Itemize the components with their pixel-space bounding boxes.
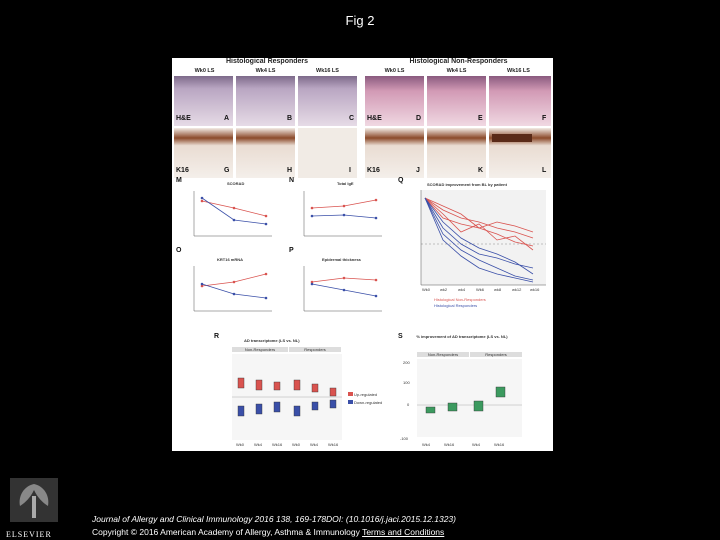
terms-link[interactable]: Terms and Conditions bbox=[362, 527, 445, 537]
k16-row bbox=[174, 128, 551, 178]
r-legend-item: Down-regulated bbox=[354, 400, 383, 405]
r-legend-item: Up-regulated bbox=[354, 392, 378, 397]
panel-letter-p: P bbox=[289, 247, 294, 254]
panel-letter-n: N bbox=[289, 177, 295, 184]
chart-m bbox=[193, 191, 272, 237]
tile-header: Wk16 LS bbox=[316, 68, 339, 74]
s-tick: Wk4 bbox=[422, 442, 430, 447]
r-tick: Wk0 bbox=[236, 442, 244, 447]
panel-letter: F bbox=[542, 115, 547, 122]
s-y-tick: 0 bbox=[407, 402, 410, 407]
row-label: K16 bbox=[367, 167, 380, 174]
chart-p bbox=[303, 266, 382, 312]
q-legend-item: Histological Non-Responders bbox=[434, 297, 486, 302]
s-tick: Wk16 bbox=[444, 442, 455, 447]
s-header: Responders bbox=[470, 352, 522, 357]
chart-r bbox=[232, 354, 353, 440]
histology-images bbox=[174, 76, 551, 178]
panel-letter: D bbox=[416, 115, 422, 122]
tile-header: Wk16 LS bbox=[507, 68, 530, 74]
chart-q bbox=[420, 190, 546, 286]
panel-letter: E bbox=[478, 115, 483, 122]
q-tick: wk16 bbox=[530, 287, 540, 292]
row-label: H&E bbox=[176, 115, 191, 122]
he-row bbox=[174, 76, 551, 126]
group-header-responders: Histological Responders bbox=[225, 58, 309, 65]
r-tick: Wk16 bbox=[272, 442, 283, 447]
s-y-tick: -100 bbox=[400, 436, 409, 441]
chart-n bbox=[303, 191, 382, 237]
r-tick: Wk16 bbox=[328, 442, 339, 447]
panel-letter: K bbox=[478, 167, 484, 174]
panel-title-s: % improvement of AD transcriptome (LS vs… bbox=[416, 334, 508, 339]
row-label: H&E bbox=[367, 115, 382, 122]
panel-title-p: Epidermal thickness bbox=[322, 257, 361, 262]
r-header: Non-Responders bbox=[232, 347, 288, 352]
q-legend-item: Histological Responders bbox=[434, 303, 478, 308]
panel-title-n: Total IgE bbox=[337, 181, 354, 186]
s-header: Non-Responders bbox=[417, 352, 469, 357]
row-label: K16 bbox=[176, 167, 189, 174]
s-y-tick: 100 bbox=[403, 380, 410, 385]
chart-s bbox=[417, 359, 522, 437]
q-tick: Wk6 bbox=[476, 287, 484, 292]
tile-header: Wk0 LS bbox=[384, 68, 405, 74]
panel-letter: B bbox=[287, 115, 293, 122]
panel-title-q: SCORAD improvement from BL by patient bbox=[427, 182, 507, 187]
panel-title-r: AD transcriptome (LS vs. NL) bbox=[244, 338, 300, 343]
panel-letter: J bbox=[416, 167, 420, 174]
line-charts-mnop bbox=[193, 191, 382, 312]
q-tick: Wk0 bbox=[422, 287, 430, 292]
s-tick: Wk16 bbox=[494, 442, 505, 447]
panel-letter-q: Q bbox=[398, 177, 404, 184]
citation: Journal of Allergy and Clinical Immunolo… bbox=[92, 514, 456, 524]
group-header-non-responders: Histological Non-Responders bbox=[409, 58, 508, 65]
r-header: Responders bbox=[289, 347, 341, 352]
panel-letter: A bbox=[224, 115, 230, 122]
panel-letter: G bbox=[224, 167, 230, 174]
q-tick: wk4 bbox=[458, 287, 466, 292]
panel-letter: C bbox=[349, 115, 355, 122]
q-tick: wk12 bbox=[512, 287, 522, 292]
r-tick: Wk0 bbox=[292, 442, 300, 447]
r-tick: Wk4 bbox=[310, 442, 318, 447]
tile-header: Wk0 LS bbox=[194, 68, 215, 74]
panel-letter-m: M bbox=[176, 177, 182, 184]
slide-title: Fig 2 bbox=[345, 13, 375, 28]
chart-o bbox=[193, 266, 272, 312]
s-y-tick: 200 bbox=[403, 360, 410, 365]
panel-title-m: SCORAD bbox=[227, 181, 245, 186]
panel-letter: I bbox=[349, 167, 351, 174]
tile-header: Wk4 LS bbox=[446, 68, 467, 74]
q-tick: wk2 bbox=[440, 287, 448, 292]
figure-panel: Histological Responders Histological Non… bbox=[172, 58, 553, 451]
elsevier-logo-icon bbox=[10, 478, 58, 522]
s-tick: Wk4 bbox=[472, 442, 480, 447]
r-tick: Wk4 bbox=[254, 442, 262, 447]
copyright: Copyright © 2016 American Academy of All… bbox=[92, 527, 360, 537]
logo-text: ELSEVIER bbox=[6, 530, 52, 539]
panel-title-o: KRT16 mRNA bbox=[217, 257, 244, 262]
panel-letter-s: S bbox=[398, 333, 403, 340]
panel-letter: H bbox=[287, 167, 293, 174]
copyright-line: Copyright © 2016 American Academy of All… bbox=[92, 527, 444, 537]
panel-letter-r: R bbox=[214, 333, 220, 340]
panel-letter-o: O bbox=[176, 247, 182, 254]
tile-header: Wk4 LS bbox=[255, 68, 276, 74]
panel-letter: L bbox=[542, 167, 547, 174]
q-tick: wk8 bbox=[494, 287, 502, 292]
